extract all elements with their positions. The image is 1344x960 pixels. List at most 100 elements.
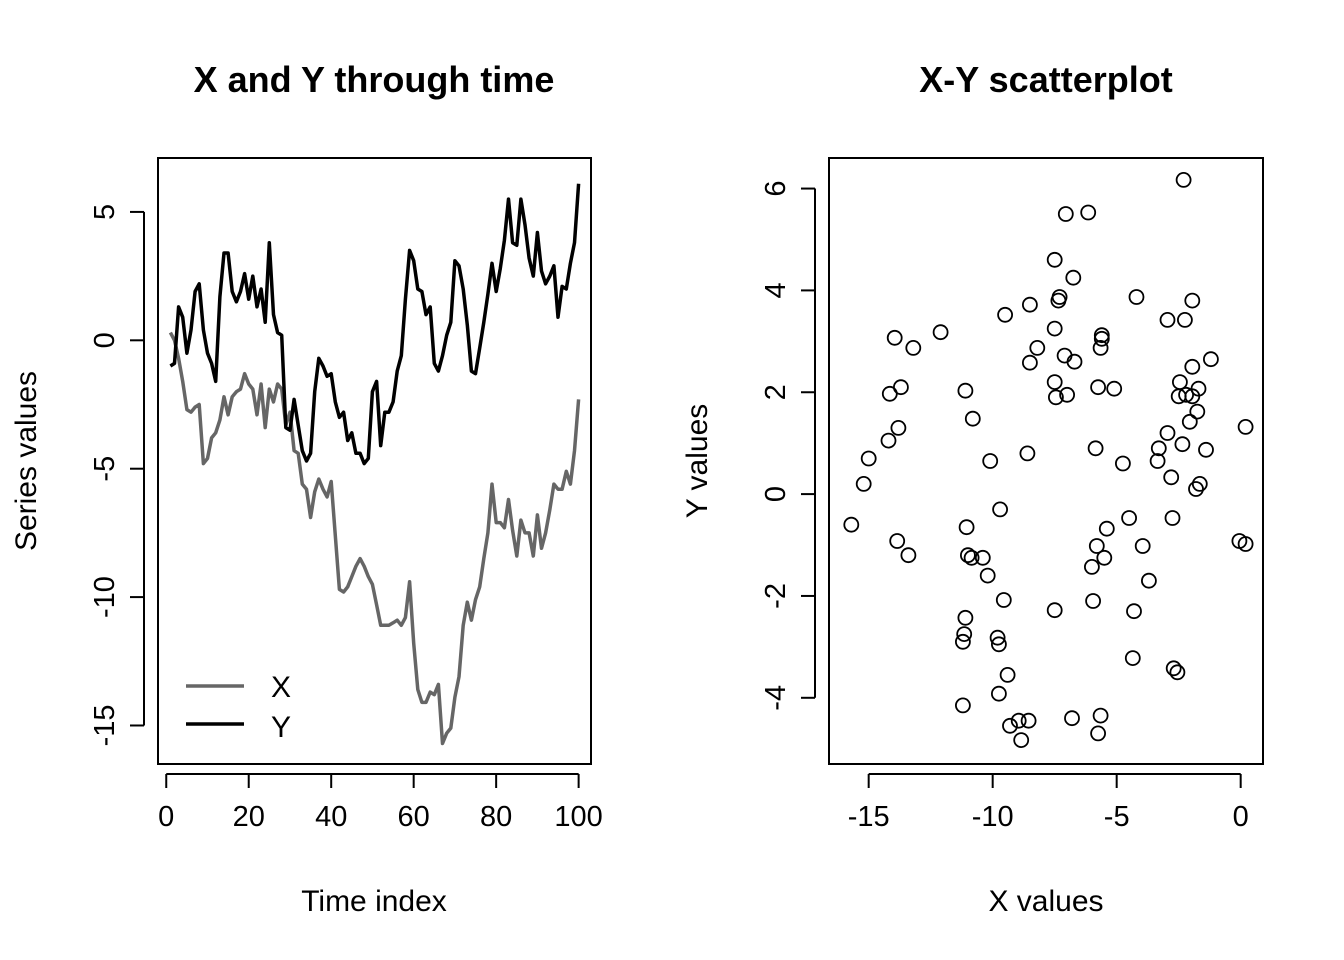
scatter-point	[1203, 351, 1219, 368]
x-tick-label: -10	[972, 801, 1014, 833]
scatter-point	[1064, 710, 1080, 727]
scatter-point	[1090, 725, 1106, 742]
scatter-point	[1046, 251, 1063, 268]
series-line-x	[168, 331, 581, 746]
line-chart-x-axis: 0 20 40 60 80 100	[158, 773, 603, 833]
scatter-point	[1022, 354, 1038, 371]
scatter-point	[1177, 311, 1193, 328]
scatter-point	[1164, 510, 1181, 526]
scatter-point	[1237, 418, 1254, 435]
legend-label-y: Y	[271, 711, 291, 744]
scatter-point	[1150, 440, 1167, 457]
scatter-point	[955, 697, 971, 714]
scatter-point	[1065, 269, 1082, 286]
scatter-point	[1098, 520, 1115, 537]
scatter-point	[1128, 289, 1145, 305]
y-tick-label: -4	[760, 685, 792, 711]
scatter-point	[1163, 469, 1180, 486]
scatter-point	[1184, 292, 1201, 309]
y-tick-label: 4	[760, 282, 792, 298]
scatter-point	[1085, 593, 1101, 609]
scatter-point	[1178, 386, 1194, 403]
scatter-point	[1046, 602, 1063, 619]
scatter-chart-title: X-Y scatterplot	[919, 59, 1172, 100]
scatter-point	[1188, 481, 1204, 497]
scatter-point	[889, 533, 906, 549]
scatter-point	[1046, 320, 1063, 337]
scatter-point	[1092, 339, 1109, 356]
scatter-point	[1106, 380, 1123, 397]
scatter-point	[997, 306, 1013, 323]
y-tick-label: -2	[760, 583, 792, 609]
scatter-point	[1090, 379, 1106, 396]
scatter-point	[1159, 311, 1176, 328]
x-tick-label: 20	[233, 801, 265, 833]
line-chart-x-label: Time index	[301, 885, 447, 918]
line-chart-series	[168, 183, 581, 746]
y-tick-label: -15	[89, 705, 121, 747]
series-line-y	[169, 183, 581, 466]
scatter-point	[1149, 453, 1166, 469]
scatter-point	[955, 633, 971, 650]
line-chart-y-label: Series values	[10, 371, 43, 551]
line-chart-title: X and Y through time	[194, 59, 555, 100]
scatter-point	[1019, 445, 1036, 462]
scatter-point	[1124, 650, 1141, 666]
scatter-point	[991, 636, 1007, 653]
scatter-point	[974, 549, 991, 566]
line-chart-legend: X Y	[186, 671, 291, 744]
scatter-chart-panel: X-Y scatterplot -15 -10 -5 0 6 4 2 0 -2 -4 X val…	[681, 59, 1264, 918]
scatter-point	[992, 501, 1008, 518]
scatter-chart-x-label: X values	[988, 885, 1103, 918]
scatter-point	[1048, 389, 1064, 406]
x-tick-label: -5	[1104, 801, 1130, 833]
scatter-point	[979, 567, 996, 584]
scatter-point	[1029, 339, 1046, 356]
x-tick-label: 80	[480, 801, 512, 833]
scatter-point	[1046, 374, 1063, 391]
scatter-point	[905, 339, 922, 356]
scatter-point	[995, 592, 1012, 608]
scatter-point	[1022, 296, 1038, 313]
scatter-point	[1051, 289, 1068, 305]
scatter-point	[1066, 353, 1083, 370]
scatter-point	[1175, 171, 1192, 188]
scatter-point	[957, 382, 974, 399]
scatter-chart-x-axis: -15 -10 -5 0	[848, 773, 1249, 833]
scatter-point	[880, 432, 897, 449]
scatter-point	[1010, 712, 1027, 729]
scatter-point	[1080, 204, 1097, 221]
scatter-point	[1088, 538, 1105, 554]
y-tick-label: 2	[760, 384, 792, 400]
x-tick-label: -15	[848, 801, 890, 833]
scatter-point	[958, 519, 975, 536]
scatter-point	[893, 379, 909, 396]
line-chart-y-axis: 5 0 -5 -10 -15	[89, 204, 145, 747]
scatter-point	[1237, 536, 1254, 552]
scatter-point	[1169, 664, 1186, 681]
scatter-chart-plot-frame	[828, 157, 1264, 765]
line-chart-panel: X and Y through time 0 20 40 60 80 100 5 0 -5 -1…	[10, 59, 603, 918]
scatter-point	[1057, 206, 1074, 222]
scatter-point	[1198, 441, 1214, 458]
scatter-point	[1190, 380, 1207, 397]
y-tick-label: 0	[89, 332, 121, 348]
legend-label-x: X	[271, 671, 291, 704]
scatter-point	[1184, 358, 1201, 375]
scatter-point	[1002, 717, 1018, 734]
scatter-point	[1121, 510, 1137, 526]
scatter-point	[1165, 660, 1182, 677]
scatter-point	[1174, 436, 1191, 453]
scatter-point	[957, 609, 974, 626]
scatter-point	[1159, 425, 1176, 441]
scatter-point	[991, 685, 1007, 702]
scatter-point	[1093, 330, 1110, 347]
scatter-point	[1141, 572, 1157, 589]
scatter-point	[982, 453, 999, 469]
x-tick-label: 0	[1233, 801, 1249, 833]
scatter-point	[1134, 538, 1151, 554]
scatter-point	[1087, 440, 1104, 457]
x-tick-label: 60	[398, 801, 430, 833]
scatter-point	[932, 324, 949, 341]
